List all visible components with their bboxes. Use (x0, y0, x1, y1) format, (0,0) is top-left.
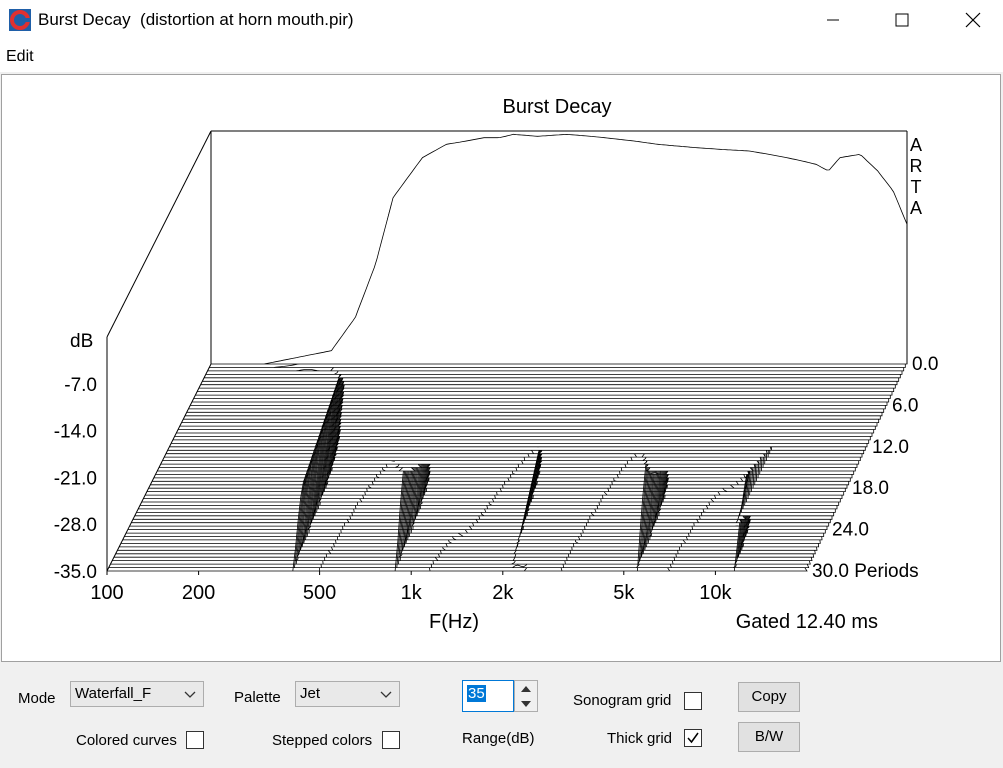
palette-value: Jet (300, 685, 321, 702)
close-button[interactable] (950, 0, 996, 40)
bw-button[interactable]: B/W (738, 722, 800, 752)
z-tick-label: 6.0 (892, 395, 918, 416)
spin-down-button[interactable] (515, 696, 537, 711)
waterfall-chart: Burst Decay dB -7.0-14.0-21.0-28.0-35.0 … (54, 96, 939, 633)
brand-letter: A (910, 135, 922, 155)
x-tick-label: 2k (492, 582, 514, 604)
x-tick-label: 500 (303, 582, 336, 604)
app-icon (9, 9, 31, 31)
minimize-button[interactable] (810, 0, 856, 40)
triangle-down-icon (521, 700, 531, 707)
bottom-left-diagonal (106, 363, 212, 572)
range-label: Range(dB) (462, 730, 535, 747)
y-axis: -7.0 -14.0 -21.0 -28.0 -35.0 (54, 375, 97, 583)
x-tick-label: 10k (699, 582, 732, 604)
stepped-colors-checkbox[interactable] (382, 731, 400, 749)
mode-select[interactable]: Waterfall_F (70, 681, 204, 707)
z-tick-label: 0.0 (912, 354, 938, 375)
window-title: Burst Decay (distortion at horn mouth.pi… (38, 10, 354, 29)
x-tick-label: 5k (613, 582, 635, 604)
x-tick-label: 100 (90, 582, 123, 604)
palette-label: Palette (234, 689, 281, 706)
palette-select[interactable]: Jet (295, 681, 400, 707)
colored-curves-checkbox[interactable] (186, 731, 204, 749)
brand-letter: T (911, 177, 922, 197)
spin-up-button[interactable] (515, 681, 537, 696)
close-icon (965, 12, 981, 28)
y-axis-label: dB (70, 331, 93, 352)
y-tick-label: -21.0 (54, 468, 97, 489)
copy-button[interactable]: Copy (738, 682, 800, 712)
x-tick-label: 1k (401, 582, 423, 604)
z-axis: 0.0 6.0 12.0 18.0 24.0 30.0 Periods (812, 354, 938, 582)
x-axis-label: F(Hz) (429, 611, 479, 633)
z-tick-label: 30.0 Periods (812, 561, 919, 582)
thick-grid-checkbox[interactable] (684, 729, 702, 747)
stepped-colors-label: Stepped colors (272, 732, 373, 749)
gated-annotation: Gated 12.40 ms (736, 611, 878, 633)
mode-label: Mode (18, 690, 56, 707)
mode-value: Waterfall_F (75, 685, 152, 702)
triangle-up-icon (521, 685, 531, 692)
chevron-down-icon (380, 691, 392, 698)
x-axis: 100 200 500 1k 2k 5k 10k (90, 571, 733, 604)
brand-letter: R (910, 156, 923, 176)
range-value: 35 (467, 685, 486, 702)
brand-letter: A (910, 198, 922, 218)
y-tick-label: -28.0 (54, 515, 97, 536)
colored-curves-label: Colored curves (76, 732, 177, 749)
range-spinner[interactable] (514, 680, 538, 712)
range-input[interactable]: 35 (462, 680, 514, 712)
maximize-button[interactable] (879, 0, 925, 40)
thick-grid-label: Thick grid (607, 730, 673, 747)
sonogram-grid-label: Sonogram grid (573, 692, 672, 709)
z-tick-label: 12.0 (872, 437, 909, 458)
z-tick-label: 24.0 (832, 520, 869, 541)
chevron-down-icon (184, 691, 196, 698)
menu-bar: Edit (0, 40, 1003, 72)
menu-edit[interactable]: Edit (6, 48, 34, 65)
y-tick-label: -14.0 (54, 422, 97, 443)
sonogram-grid-checkbox[interactable] (684, 692, 702, 710)
waterfall-slice (211, 133, 908, 365)
x-tick-label: 200 (182, 582, 215, 604)
top-left-diagonal (106, 130, 212, 338)
chart-title: Burst Decay (503, 96, 612, 118)
y-tick-label: -35.0 (54, 562, 97, 583)
minimize-icon (827, 19, 839, 21)
maximize-icon (895, 13, 909, 27)
plot-area: Burst Decay dB -7.0 -14.0 -21.0 -28.0 -35.0 … (1, 74, 1001, 662)
plot-frame-lines (106, 130, 908, 572)
z-tick-label: 18.0 (852, 478, 889, 499)
waterfall-slices (107, 133, 908, 572)
y-tick-label: -7.0 (64, 375, 97, 396)
title-bar: Burst Decay (distortion at horn mouth.pi… (0, 0, 1003, 40)
checkmark-icon (687, 732, 699, 744)
